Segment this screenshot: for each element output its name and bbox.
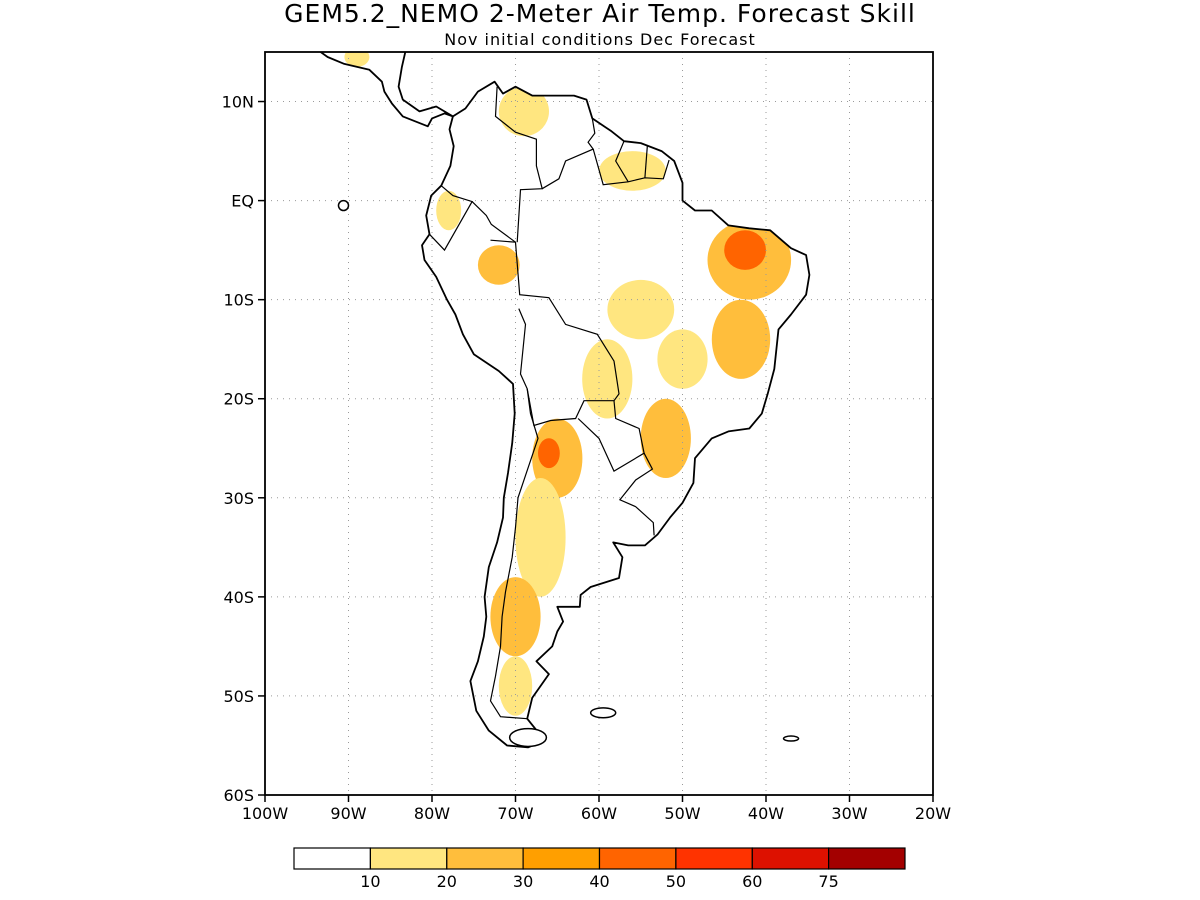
legend-swatch [598, 847, 677, 870]
lon-tick-label: 20W [915, 804, 951, 823]
legend-swatch [522, 847, 601, 870]
legend-label: 10 [360, 872, 380, 891]
color-legend: 10 20 30 40 50 60 75 [293, 847, 906, 891]
legend-swatch [293, 847, 372, 870]
skill-shading-layer [344, 52, 792, 716]
skill-region-ne-brazil-south [711, 299, 771, 379]
skill-region-guianas [599, 151, 666, 191]
latitude-ticks: 10N EQ 10S 20S 30S 40S 50S 60S [222, 93, 265, 805]
lon-tick-label: 100W [242, 804, 289, 823]
lat-tick-label: EQ [231, 192, 254, 211]
chart-subtitle: Nov initial conditions Dec Forecast [444, 30, 756, 49]
country-border [471, 201, 516, 243]
lat-tick-label: 10N [222, 93, 254, 112]
country-border [615, 140, 629, 183]
legend-swatch [751, 847, 830, 870]
chart-title: GEM5.2_NEMO 2-Meter Air Temp. Forecast S… [284, 0, 916, 28]
lon-tick-label: 30W [831, 804, 867, 823]
longitude-ticks: 100W 90W 80W 70W 60W 50W 40W 30W 20W [242, 795, 951, 823]
coastline-layer [319, 52, 811, 749]
falkland-islands [589, 707, 617, 719]
skill-region-north-argentina-core [538, 438, 560, 469]
country-border [429, 185, 473, 252]
legend-swatch [369, 847, 448, 870]
skill-region-patagonia-south [498, 656, 533, 716]
central-america-coastline [319, 52, 454, 128]
south-georgia-island [782, 735, 800, 742]
lat-tick-label: 20S [223, 390, 254, 409]
legend-label: 75 [818, 872, 838, 891]
legend-swatch [675, 847, 753, 870]
skill-region-central-brazil [607, 279, 675, 340]
country-border [618, 452, 655, 536]
lon-tick-label: 40W [748, 804, 784, 823]
legend-label: 50 [666, 872, 686, 891]
skill-region-central-brazil-2 [657, 329, 708, 389]
map-background [265, 52, 933, 795]
lat-tick-label: 10S [223, 291, 254, 310]
lat-tick-label: 50S [223, 687, 254, 706]
lon-tick-label: 60W [581, 804, 617, 823]
legend-label: 20 [437, 872, 457, 891]
map-panel: 10N EQ 10S 20S 30S 40S 50S 60S 100W 90W 80W 70W 60W… [222, 51, 951, 823]
country-border [592, 148, 670, 186]
country-border [494, 86, 543, 243]
skill-region-ne-brazil-core [724, 230, 766, 270]
lat-tick-label: 30S [223, 489, 254, 508]
lon-tick-label: 50W [664, 804, 700, 823]
country-border [644, 145, 648, 178]
lon-tick-label: 90W [330, 804, 366, 823]
lat-tick-label: 40S [223, 588, 254, 607]
legend-swatch [827, 847, 906, 870]
galapagos-islands [337, 199, 350, 212]
lat-tick-label: 60S [223, 786, 254, 805]
south-america-coastline [421, 80, 811, 749]
skill-region-central-argentina [515, 478, 566, 597]
lon-tick-label: 70W [497, 804, 533, 823]
skill-region-ecuador [436, 190, 462, 231]
legend-label: 30 [513, 872, 533, 891]
skill-region-sw-brazil [640, 398, 691, 478]
legend-label: 40 [589, 872, 609, 891]
lon-tick-label: 80W [414, 804, 450, 823]
skill-region-venezuela [498, 86, 549, 137]
tierra-del-fuego [508, 727, 548, 748]
country-border [489, 388, 539, 720]
legend-label: 60 [742, 872, 762, 891]
legend-swatch [446, 847, 524, 870]
skill-region-peru-amazon [477, 245, 520, 285]
